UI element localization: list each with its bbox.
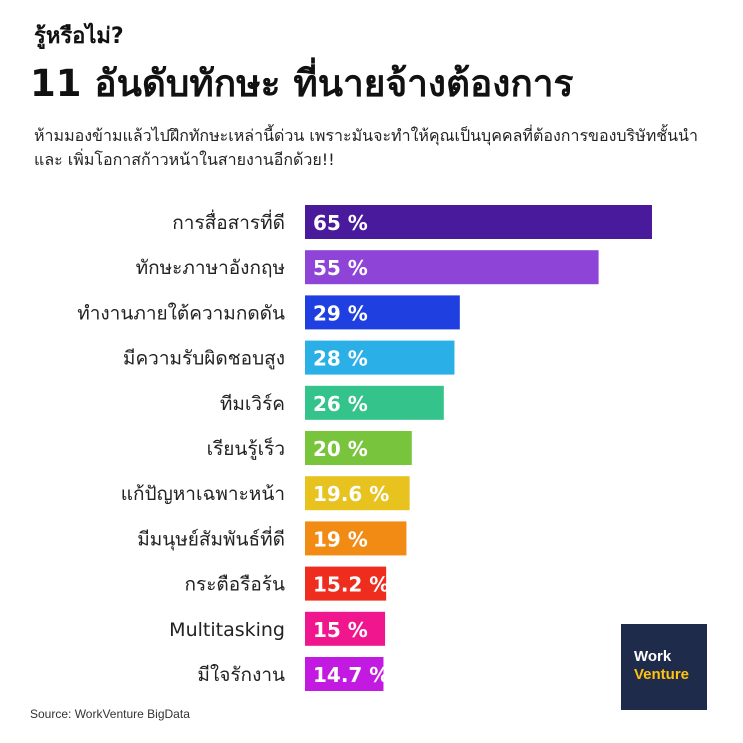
category-label: ทำงานภายใต้ความกดดัน — [77, 302, 285, 324]
value-label: 20 % — [313, 437, 368, 461]
category-label: การสื่อสารที่ดี — [172, 209, 285, 234]
value-label: 29 % — [313, 301, 368, 325]
bar — [305, 250, 599, 285]
bar — [305, 521, 407, 556]
bar — [305, 295, 460, 330]
category-label: แก้ปัญหาเฉพาะหน้า — [121, 483, 285, 505]
value-label: 19.6 % — [313, 482, 389, 506]
page-subtitle: ห้ามมองข้ามแล้วไปฝึกทักษะเหล่านี้ด่วน เพ… — [34, 126, 698, 169]
value-label: 19 % — [313, 527, 368, 551]
value-label: 26 % — [313, 392, 368, 416]
page-title: 11 อันดับทักษะ ที่นายจ้างต้องการ — [30, 62, 574, 105]
value-label: 15 % — [313, 618, 368, 642]
category-label: มีมนุษย์สัมพันธ์ที่ดี — [137, 525, 285, 551]
kicker-text: รู้หรือไม่? — [34, 24, 124, 49]
workventure-logo: Work Venture — [621, 624, 707, 710]
bar — [305, 476, 410, 511]
source-note: Source: WorkVenture BigData — [30, 707, 190, 721]
category-label: ทีมเวิร์ค — [220, 393, 285, 415]
category-label: มีความรับผิดชอบสูง — [123, 348, 285, 370]
value-label: 28 % — [313, 347, 368, 371]
category-label: Multitasking — [169, 619, 285, 641]
category-label: กระตือรือร้น — [185, 574, 285, 596]
bar — [305, 566, 387, 601]
bar — [305, 431, 412, 465]
bar — [305, 340, 455, 375]
bar — [305, 385, 444, 420]
category-label: มีใจรักงาน — [197, 664, 285, 686]
category-label: ทักษะภาษาอังกฤษ — [136, 257, 285, 279]
value-label: 65 % — [313, 211, 368, 235]
value-label: 14.7 % — [313, 663, 389, 687]
logo-text-venture: Venture — [634, 666, 690, 683]
value-label: 55 % — [313, 256, 368, 280]
logo-text-work: Work — [634, 648, 672, 665]
bar — [305, 657, 384, 691]
bar — [305, 205, 652, 239]
category-label: เรียนรู้เร็ว — [207, 436, 285, 460]
bar — [305, 611, 386, 646]
value-label: 15.2 % — [313, 573, 389, 597]
